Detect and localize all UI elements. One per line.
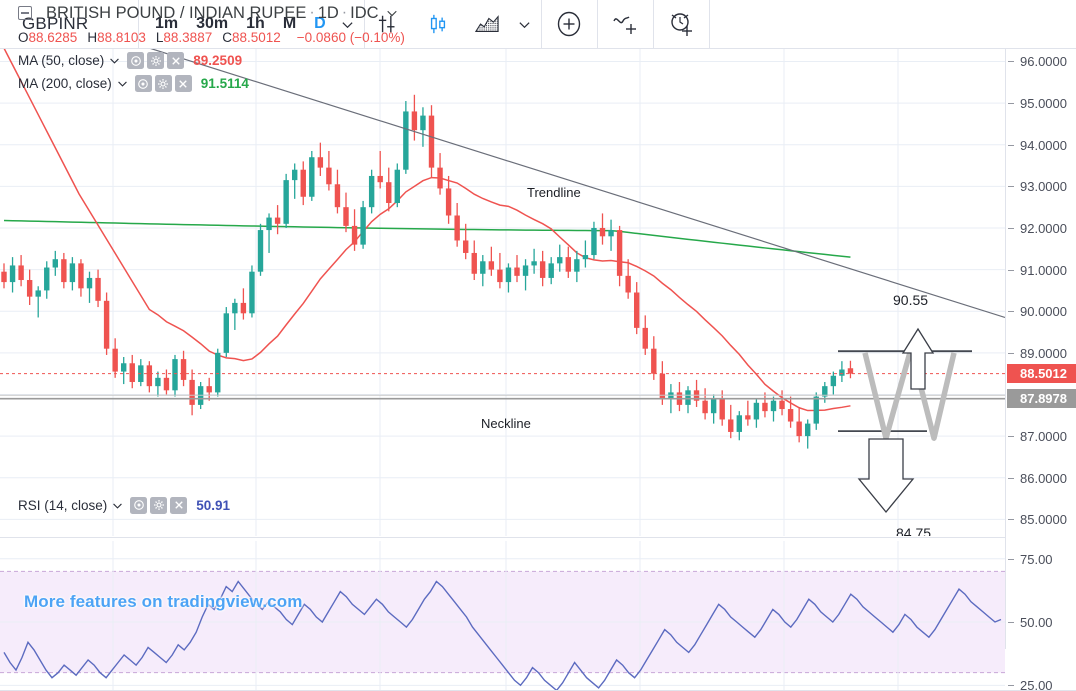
chart-type-chevron-down-icon[interactable]	[512, 18, 541, 31]
price-tick	[1008, 227, 1014, 229]
price-tick-label: 85.0000	[1020, 512, 1067, 528]
area-chart-icon[interactable]	[463, 0, 512, 49]
price-candlestick-plot: Trendline Neckline 90.55 84.75	[0, 49, 1005, 536]
chart-settings-icon[interactable]	[365, 0, 414, 49]
tradingview-watermark: More features on tradingview.com	[24, 592, 303, 611]
indicator-group	[598, 0, 654, 49]
resolution-1m[interactable]: 1m	[155, 15, 179, 32]
add-indicator-icon[interactable]	[598, 0, 653, 49]
resolution-D[interactable]: D	[314, 15, 326, 32]
upside-target-label: 90.55	[893, 292, 928, 308]
price-tick-label: 95.0000	[1020, 96, 1067, 112]
rsi-tick-label: 75.00	[1020, 551, 1053, 567]
trendline-label: Trendline	[527, 185, 581, 200]
symbol-button[interactable]: GBPINR	[0, 0, 139, 49]
rsi-tick-label: 50.00	[1020, 615, 1053, 631]
price-pane[interactable]: Trendline Neckline 90.55 84.75	[0, 49, 1005, 536]
top-toolbar: GBPINR 1m 30m 1h M D	[0, 0, 1076, 49]
price-scale[interactable]: 96.0000 95.0000 94.0000 93.0000 92.0000 91.00…	[1005, 49, 1076, 691]
price-tick-label: 96.0000	[1020, 54, 1067, 70]
price-tick	[1008, 436, 1014, 438]
price-tick	[1008, 519, 1014, 521]
resolution-1h[interactable]: 1h	[246, 15, 265, 32]
downside-target-label: 84.75	[896, 525, 931, 536]
compare-group	[542, 0, 598, 49]
neckline-label: Neckline	[481, 416, 531, 431]
symbol-label: GBPINR	[22, 14, 89, 33]
neckline-price-badge[interactable]: 87.8978	[1007, 389, 1076, 409]
rsi-tick	[1008, 558, 1014, 560]
price-tick	[1008, 352, 1014, 354]
rsi-tick-label: 25.00	[1020, 678, 1053, 691]
price-tick-label: 89.0000	[1020, 345, 1067, 361]
price-tick	[1008, 186, 1014, 188]
price-tick	[1008, 144, 1014, 146]
price-tick-label: 86.0000	[1020, 470, 1067, 486]
price-tick-label: 93.0000	[1020, 179, 1067, 195]
price-tick-label: 90.0000	[1020, 304, 1067, 320]
chevron-down-icon[interactable]	[335, 18, 364, 31]
candlestick-chart-icon[interactable]	[414, 0, 463, 49]
price-tick	[1008, 61, 1014, 63]
resolution-group: 1m 30m 1h M D	[139, 0, 365, 49]
rsi-tick	[1008, 622, 1014, 624]
resolution-M[interactable]: M	[282, 15, 297, 32]
rsi-tick	[1008, 685, 1014, 687]
alert-group	[654, 0, 710, 49]
price-tick-label: 91.0000	[1020, 262, 1067, 278]
pane-divider[interactable]	[0, 537, 1005, 538]
add-compare-icon[interactable]	[542, 0, 597, 49]
last-price-badge[interactable]: 88.5012	[1007, 364, 1076, 384]
price-tick-label: 92.0000	[1020, 220, 1067, 236]
rsi-plot	[0, 541, 1005, 691]
add-alert-icon[interactable]	[654, 0, 709, 49]
chart-type-group	[365, 0, 542, 49]
price-tick	[1008, 477, 1014, 479]
price-tick	[1008, 311, 1014, 313]
price-tick	[1008, 269, 1014, 271]
resolution-30m[interactable]: 30m	[196, 15, 229, 32]
price-tick-label: 87.0000	[1020, 429, 1067, 445]
downside-target-arrow-icon	[857, 438, 915, 514]
rsi-pane[interactable]	[0, 541, 1005, 691]
price-tick	[1008, 103, 1014, 105]
chart-area[interactable]: Trendline Neckline 90.55 84.75 96.0000 95.00…	[0, 49, 1076, 691]
upside-target-arrow-icon	[901, 327, 935, 390]
price-tick-label: 94.0000	[1020, 137, 1067, 153]
